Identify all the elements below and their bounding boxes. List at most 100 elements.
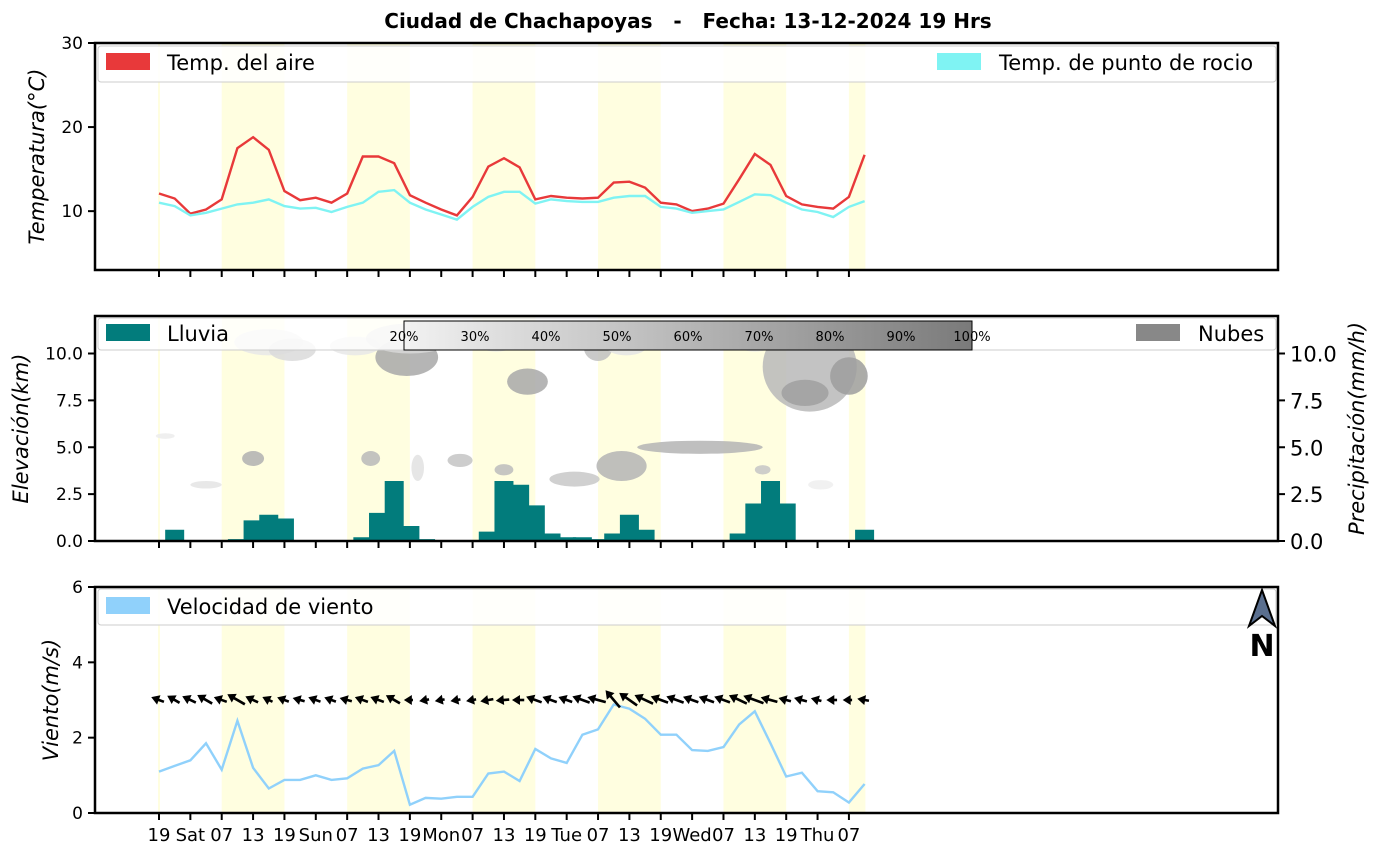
- y-axis-label: Viento(m/s): [39, 639, 63, 761]
- wind-arrow-icon: [778, 695, 792, 705]
- rain-bar: [635, 529, 655, 541]
- legend-label: Velocidad de viento: [167, 595, 373, 619]
- wind-arrow-icon: [650, 694, 669, 704]
- wind-arrow-head: [354, 695, 365, 705]
- cloud-patch: [781, 379, 829, 406]
- wind-arrow-head: [619, 692, 629, 702]
- wind-arrow-head: [778, 695, 788, 705]
- x-tick-label: 07: [336, 825, 359, 846]
- rain-bar: [541, 533, 561, 541]
- wind-speed-line: [158, 703, 866, 807]
- legend-swatch-air: [106, 53, 150, 70]
- wind-arrow-shaft: [655, 697, 669, 704]
- x-tick-label: 13: [242, 825, 265, 846]
- wind-arrow-icon: [245, 695, 259, 705]
- x-tick-label: 19: [649, 825, 672, 846]
- cloud-scale-label: 60%: [674, 330, 703, 345]
- wind-arrow-shaft: [231, 696, 246, 706]
- wind-arrow-icon: [308, 695, 321, 705]
- wind-arrow-icon: [324, 695, 337, 705]
- y-tick-label: 20: [61, 118, 83, 138]
- wind-arrow-head: [339, 695, 349, 705]
- rain-bar: [353, 537, 373, 541]
- wind-arrow-icon: [794, 695, 808, 705]
- cloud-patch: [447, 453, 473, 467]
- y-tick-label: 0.0: [56, 532, 83, 552]
- x-tick-label: 19: [398, 825, 421, 846]
- wind-arrow-shaft: [577, 697, 591, 704]
- wind-arrow-icon: [743, 693, 764, 705]
- y-tick-label: 10.0: [45, 345, 83, 365]
- y-tick-label: 2.5: [56, 485, 83, 505]
- x-tick-label: 13: [493, 825, 516, 846]
- wind-arrow-icon: [197, 694, 213, 705]
- rain-bar: [274, 518, 294, 541]
- cloud-patch: [549, 471, 600, 487]
- chart-title: Ciudad de Chachapoyas - Fecha: 13-12-202…: [384, 9, 991, 33]
- cloud-patch: [754, 465, 771, 475]
- wind-arrow-head: [810, 695, 820, 706]
- legend-label: Lluvia: [167, 322, 229, 346]
- wind-arrow-icon: [370, 695, 385, 705]
- wind-arrow-icon: [634, 693, 654, 705]
- cloud-patch: [155, 433, 175, 439]
- y-tick-label: 6: [72, 578, 83, 598]
- y-tick-label: 10: [61, 202, 83, 222]
- legend-swatch-dew: [937, 53, 981, 70]
- wind-arrow-icon: [182, 695, 197, 705]
- wind-arrow-icon: [419, 694, 430, 705]
- cloud-scale-label: 50%: [603, 330, 632, 345]
- y-tick-label: 4: [72, 653, 83, 673]
- wind-arrow-head: [495, 695, 505, 706]
- x-tick-label: 19: [524, 825, 547, 846]
- wind-arrow-head: [511, 695, 520, 705]
- wind-arrow-head: [666, 694, 676, 704]
- wind-arrow-shaft: [608, 694, 621, 709]
- wind-arrow-head: [526, 694, 536, 705]
- y-tick-label: 7.5: [56, 391, 83, 411]
- wind-arrow-head: [277, 695, 287, 705]
- wind-arrow-icon: [666, 694, 685, 704]
- legend-swatch-clouds: [1136, 324, 1180, 341]
- wind-arrow-icon: [619, 692, 638, 707]
- rain-bar: [510, 484, 530, 541]
- wind-arrow-icon: [728, 694, 748, 705]
- wind-arrow-icon: [714, 694, 731, 705]
- legends: Temp. del aire Temp. de punto de rocio Llu…: [97, 45, 1277, 626]
- wind-arrow-icon: [810, 695, 822, 706]
- x-tick-label: Sun: [299, 825, 333, 846]
- wind-arrow-icon: [698, 694, 715, 705]
- north-arrow-icon: [1246, 587, 1278, 629]
- wind-arrow-head: [605, 690, 615, 700]
- x-tick-label: Sat: [176, 825, 206, 846]
- cloud-patch: [494, 464, 514, 476]
- wind-arrow-head: [182, 695, 192, 705]
- wind-arrow-icon: [526, 694, 543, 705]
- wind-arrow-icon: [572, 694, 591, 704]
- x-tick-label: Mon: [422, 825, 460, 846]
- wind-arrow-icon: [826, 695, 838, 705]
- wind-arrow-head: [419, 694, 428, 705]
- legend-label: Temp. del aire: [166, 51, 315, 75]
- cloud-patch: [830, 357, 868, 395]
- wind-arrow-icon: [587, 694, 607, 705]
- wind-arrow-icon: [495, 695, 510, 706]
- wind-arrow-head: [370, 695, 380, 705]
- wind-arrow-head: [728, 694, 739, 704]
- wind-arrow-head: [403, 695, 412, 705]
- dew-point-line: [158, 188, 866, 221]
- wind-arrow-head: [857, 695, 867, 706]
- wind-arrow-shaft: [671, 697, 685, 704]
- wind-arrow-head: [760, 694, 770, 705]
- wind-arrow-head: [262, 695, 272, 705]
- wind-arrow-icon: [403, 695, 413, 705]
- cloud-patch: [361, 451, 381, 466]
- daylight-band: [158, 43, 160, 270]
- cloud-patch: [242, 451, 265, 466]
- legend-swatch-wind: [106, 597, 150, 614]
- wind-arrow-icon: [511, 695, 525, 705]
- wind-arrow-head: [714, 694, 724, 705]
- cloud-scale-label: 20%: [390, 330, 419, 345]
- wind-arrow-icon: [434, 694, 445, 705]
- x-tick-label: 13: [618, 825, 641, 846]
